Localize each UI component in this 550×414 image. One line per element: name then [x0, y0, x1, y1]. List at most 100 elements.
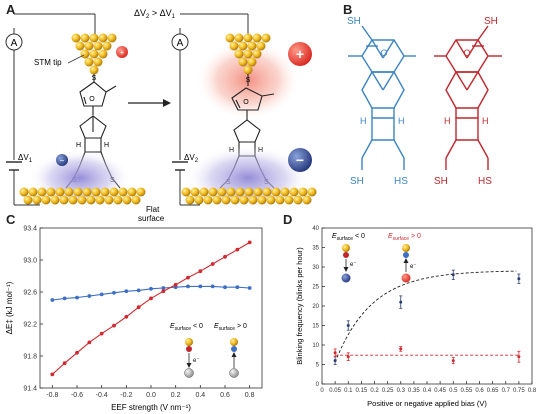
- legend-d-negative: Esurface < 0: [332, 233, 365, 242]
- inset-c-right-arrowhead: [231, 352, 237, 357]
- chart-c-series-0-point: [210, 284, 215, 289]
- chart-c-ytick-label: 91.4: [23, 386, 37, 393]
- chart-d-ytick-label: 35: [312, 246, 319, 252]
- flat-surface-label: Flat surface: [138, 205, 165, 223]
- chart-d-xtick-label: 0: [320, 388, 324, 394]
- chart-d-frame: [321, 227, 533, 385]
- sulfur-tip-right: S: [246, 77, 251, 84]
- chart-c-series-1-point: [50, 372, 55, 377]
- chart-d-ytick-label: 30: [312, 265, 319, 271]
- inset-c-electron: e⁻: [193, 358, 200, 364]
- chart-d-fit-negative: [334, 270, 517, 363]
- negative-charge-small-label: −: [60, 156, 65, 165]
- chart-d-ylabel: Blinking frequency (blinks per hour): [295, 247, 304, 365]
- chart-c-series-0-point: [223, 285, 227, 290]
- chart-c-ytick-label: 92.2: [23, 322, 37, 329]
- legend-d-neg-electron: e⁻: [350, 262, 357, 268]
- chart-d-xtick-label: 0.75: [513, 388, 525, 394]
- chart-d-ticks: [321, 227, 533, 385]
- inset-c-left-label: Esurface < 0: [170, 323, 203, 332]
- chart-c-xtick-label: 0.4: [195, 392, 205, 399]
- chart-d-series-1-point: [517, 355, 521, 359]
- chart-c-series-1-point: [173, 282, 178, 287]
- chart-d-series-0-point: [333, 359, 337, 363]
- chart-d-series-1-point: [399, 347, 403, 351]
- chart-c-xtick-label: -0.4: [96, 392, 108, 399]
- legend-d-neg-tip-icon: [342, 244, 350, 252]
- hydrogen-left-a: H: [76, 142, 81, 149]
- blue-hydrogen-a: H: [360, 116, 367, 126]
- chart-c-xlabel: EEF strength (V nm⁻¹): [111, 403, 191, 412]
- chart-c-series-1-point: [186, 275, 190, 280]
- chart-d-xlabel: Positive or negative applied bias (V): [367, 399, 487, 408]
- ammeter-left-label: A: [11, 38, 18, 49]
- panel-label-a: A: [6, 2, 16, 17]
- chart-c-ytick-label: 93.0: [23, 258, 37, 265]
- delta-v2-label: ΔV2: [184, 153, 199, 164]
- chart-d-xtick-label: 0.45: [434, 388, 446, 394]
- chart-d-ytick-label: 10: [312, 343, 319, 349]
- chart-d-xtick-label: 0.6: [475, 388, 484, 394]
- positive-charge-small-label: +: [120, 48, 125, 57]
- chart-d-ytick-label: 15: [312, 324, 319, 330]
- chart-c-series-0-point: [62, 296, 67, 301]
- chart-c-inset: Esurface < 0 Esurface > 0 e⁻: [170, 323, 247, 378]
- legend-d-neg-molecule-icon: [343, 252, 349, 258]
- chart-c-xtick-label: -0.2: [120, 392, 132, 399]
- red-oxygen: O: [463, 48, 470, 58]
- inset-c-right-surface-icon: [229, 368, 239, 378]
- chart-c-ylabel: ΔE‡ (kJ mol⁻¹): [5, 281, 14, 334]
- inset-c-left-surface-icon: [184, 368, 194, 378]
- chart-c-series-0-point: [235, 285, 240, 290]
- chart-d-xtick-label: 0.8: [528, 388, 537, 394]
- chart-d-series-1-point: [346, 355, 350, 359]
- inset-c-left-arrowhead: [186, 363, 192, 368]
- legend-d-pos-molecule-icon: [403, 252, 409, 258]
- legend-d-pos-surface-icon: [401, 273, 411, 283]
- chart-d-ytick-label: 40: [312, 226, 319, 232]
- gold-surface-right: [181, 187, 317, 205]
- negative-charge-large-label: −: [296, 152, 304, 168]
- chart-d-fit-curves: [334, 270, 519, 363]
- chart-d-series-0-point: [451, 273, 455, 277]
- blue-hydrogen-b: H: [398, 116, 405, 126]
- chart-c-series-1-point: [223, 254, 227, 259]
- blue-thiol-top: SH: [347, 16, 361, 27]
- chart-c-series-0-point: [161, 286, 166, 290]
- delta-v-comparison: ΔV2 > ΔV1: [134, 8, 176, 20]
- chart-c-series-0-point: [99, 292, 104, 297]
- oxygen-right: O: [243, 99, 249, 106]
- ammeter-right-label: A: [177, 38, 184, 49]
- negative-charge-small-icon: [56, 154, 68, 166]
- chart-c-series-0-point: [247, 286, 252, 290]
- positive-charge-large-label: +: [296, 46, 304, 62]
- legend-d-pos-electron: e⁻: [410, 264, 417, 270]
- chart-c-series-1-point: [87, 340, 92, 345]
- chart-c-xtick-label: -0.8: [46, 392, 58, 399]
- oxygen-left: O: [89, 96, 95, 103]
- positive-charge-large-icon: [288, 42, 312, 66]
- red-thiol-left: SH: [434, 176, 448, 187]
- chart-c-series-0-point: [112, 290, 116, 295]
- stm-tip-right: [225, 33, 271, 75]
- panel-c-chart: -0.8 -0.6 -0.4 -0.2 0.0 0.2 0.4 0.6 0.8 91.4 91.8 9…: [5, 226, 263, 412]
- chart-d-xtick-label: 0.4: [423, 388, 432, 394]
- sulfur-tip-left: S: [92, 75, 97, 82]
- chart-d-xtick-label: 0.7: [502, 388, 511, 394]
- chart-d-tick-labels: 0 0.05 0.1 0.15 0.2 0.25 0.3 0.35 0.4 0.45 0.5 0.55…: [312, 226, 537, 394]
- chart-c-ytick-label: 93.4: [23, 226, 37, 233]
- chart-d-series-1-point: [333, 351, 337, 355]
- chart-c-series-1-point: [136, 305, 141, 310]
- chart-d-xtick-label: 0.2: [370, 388, 379, 394]
- ammeter-left-icon: [5, 33, 23, 51]
- transition-arrowhead: [163, 99, 171, 107]
- positive-charge-small-icon: [116, 46, 128, 58]
- circuit-left: [6, 13, 96, 206]
- chart-c-ytick-label: 92.6: [23, 290, 37, 297]
- panel-label-b: B: [343, 2, 353, 17]
- chart-d-xtick-label: 0.35: [408, 388, 420, 394]
- chart-c-ytick-label: 91.8: [23, 354, 37, 361]
- chart-d-ytick-label: 25: [312, 285, 319, 291]
- chart-c-series-1-line: [51, 241, 250, 375]
